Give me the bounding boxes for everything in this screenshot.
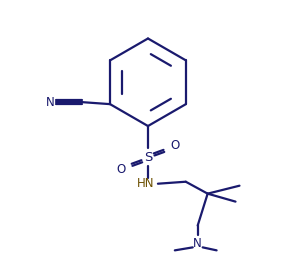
Text: N: N: [193, 237, 202, 250]
Text: N: N: [46, 96, 55, 109]
Text: O: O: [117, 163, 126, 176]
Text: HN: HN: [137, 177, 155, 190]
Text: S: S: [144, 151, 152, 164]
Text: O: O: [170, 139, 180, 152]
